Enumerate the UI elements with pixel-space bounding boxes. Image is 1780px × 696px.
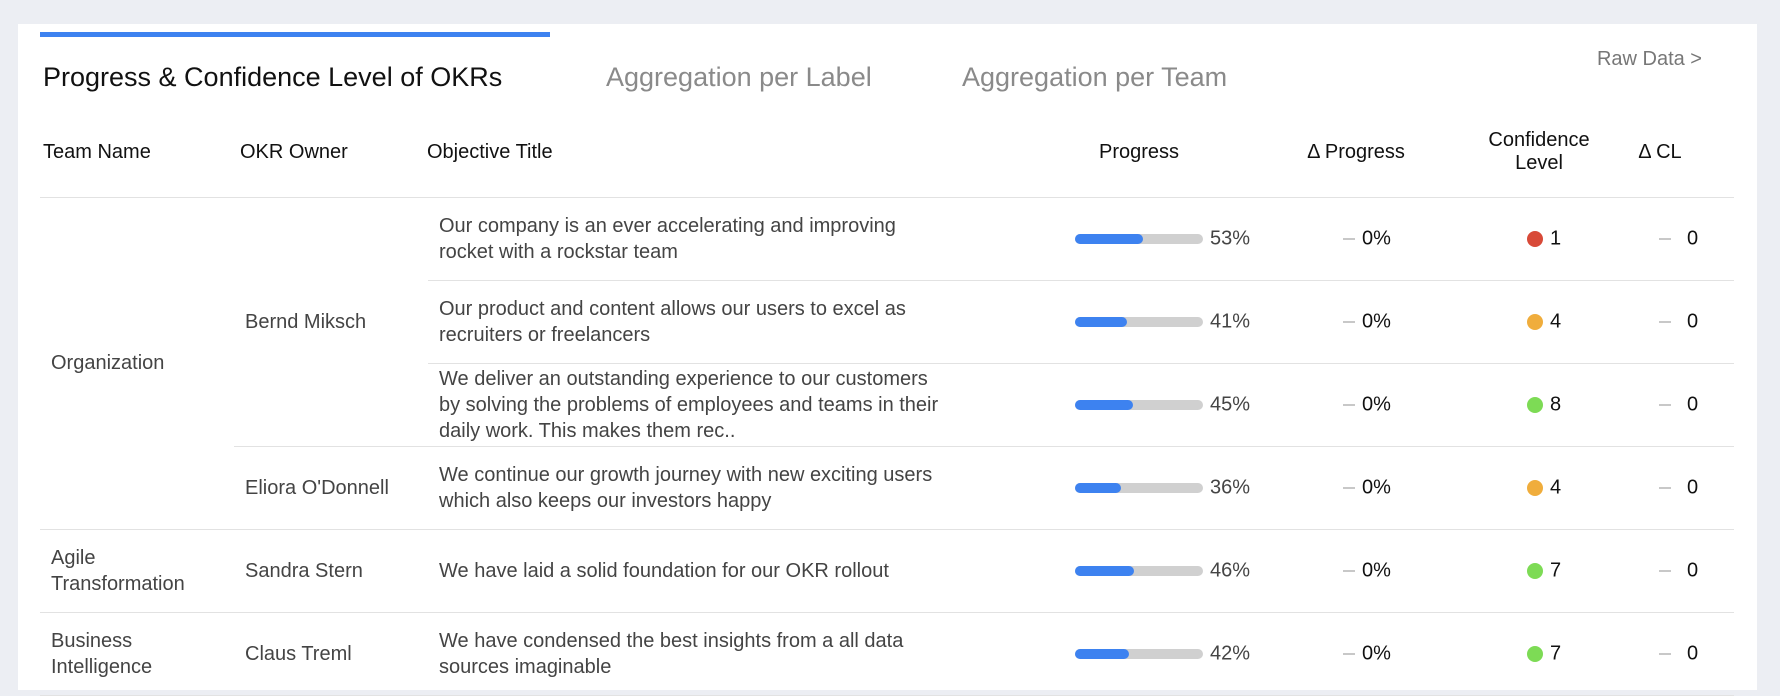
delta-cl: 0 xyxy=(1687,476,1699,498)
objective-title: We have laid a solid foundation for our … xyxy=(439,559,889,582)
card: Raw Data > Progress & Confidence Level o… xyxy=(18,24,1757,696)
progress-track xyxy=(1075,399,1203,410)
dash-icon xyxy=(1659,652,1671,655)
progress-fill xyxy=(1075,316,1128,327)
confidence-dot xyxy=(1527,313,1543,330)
confidence-dot xyxy=(1527,645,1543,662)
progress-label: 53% xyxy=(1210,227,1251,249)
column-header: Δ CL xyxy=(1638,141,1682,163)
tab[interactable]: Progress & Confidence Level of OKRs xyxy=(43,62,503,92)
progress-track xyxy=(1075,316,1203,327)
delta-cl: 0 xyxy=(1687,642,1699,664)
objective-title: Our product and content allows our users… xyxy=(439,297,906,346)
okr-owner: Eliora O'Donnell xyxy=(245,476,389,499)
delta-cl: 0 xyxy=(1687,559,1699,581)
team-name: Organization xyxy=(51,352,165,374)
dash-icon xyxy=(1659,403,1671,406)
row-divider xyxy=(428,363,1734,364)
progress-fill xyxy=(1075,482,1122,493)
tab[interactable]: Aggregation per Label xyxy=(606,62,872,92)
delta-cl: 0 xyxy=(1687,393,1699,415)
column-header: OKR Owner xyxy=(240,141,348,163)
objective-title: Our company is an ever accelerating and … xyxy=(439,214,896,263)
column-header: Δ Progress xyxy=(1307,141,1405,163)
delta-cl: 0 xyxy=(1687,227,1699,249)
confidence-level: 4 xyxy=(1550,476,1562,498)
confidence-level: 4 xyxy=(1550,310,1562,332)
objective-title: We continue our growth journey with new … xyxy=(439,463,933,512)
column-header: Objective Title xyxy=(427,141,553,163)
confidence-dot xyxy=(1527,396,1543,413)
delta-progress: 0% xyxy=(1362,393,1391,415)
row-divider xyxy=(40,529,1734,530)
delta-progress: 0% xyxy=(1362,559,1391,581)
dash-icon xyxy=(1343,237,1355,240)
progress-fill xyxy=(1075,565,1134,576)
dash-icon xyxy=(1343,569,1355,572)
confidence-dot xyxy=(1527,562,1543,579)
progress-label: 42% xyxy=(1210,642,1251,664)
progress-track xyxy=(1075,482,1203,493)
progress-label: 41% xyxy=(1210,310,1251,332)
row-divider xyxy=(40,612,1734,613)
team-name: Business Intelligence xyxy=(51,629,153,678)
dash-icon xyxy=(1659,320,1671,323)
okr-owner: Claus Treml xyxy=(245,642,352,665)
dash-icon xyxy=(1659,237,1671,240)
objective-title: We have condensed the best insights from… xyxy=(439,629,904,678)
progress-fill xyxy=(1075,233,1143,244)
column-header: Confidence Level xyxy=(1488,129,1590,174)
okr-owner: Bernd Miksch xyxy=(245,310,367,333)
raw-data-link[interactable]: Raw Data > xyxy=(1596,48,1702,70)
dash-icon xyxy=(1343,652,1355,655)
confidence-level: 1 xyxy=(1550,227,1562,249)
team-name: Agile Transformation xyxy=(51,546,185,595)
column-header: Progress xyxy=(1098,141,1180,163)
progress-track xyxy=(1075,648,1203,659)
progress-label: 45% xyxy=(1210,393,1251,415)
delta-progress: 0% xyxy=(1362,310,1391,332)
row-divider xyxy=(40,197,1734,198)
dash-icon xyxy=(1343,403,1355,406)
progress-fill xyxy=(1075,648,1129,659)
confidence-level: 7 xyxy=(1550,559,1562,581)
okr-owner: Sandra Stern xyxy=(245,559,363,582)
confidence-level: 8 xyxy=(1550,393,1562,415)
row-divider xyxy=(234,446,1734,447)
active-tab-indicator xyxy=(40,32,550,37)
dash-icon xyxy=(1659,569,1671,572)
confidence-dot xyxy=(1527,230,1543,247)
tab[interactable]: Aggregation per Team xyxy=(962,62,1228,92)
progress-track xyxy=(1075,565,1203,576)
dash-icon xyxy=(1659,486,1671,489)
dash-icon xyxy=(1343,486,1355,489)
delta-progress: 0% xyxy=(1362,476,1391,498)
progress-fill xyxy=(1075,399,1133,410)
confidence-level: 7 xyxy=(1550,642,1562,664)
column-header: Team Name xyxy=(43,141,151,163)
delta-progress: 0% xyxy=(1362,642,1391,664)
progress-label: 46% xyxy=(1210,559,1251,581)
delta-progress: 0% xyxy=(1362,227,1391,249)
dash-icon xyxy=(1343,320,1355,323)
row-divider xyxy=(428,280,1734,281)
delta-cl: 0 xyxy=(1687,310,1699,332)
objective-title: We deliver an outstanding experience to … xyxy=(439,367,939,442)
confidence-dot xyxy=(1527,479,1543,496)
progress-label: 36% xyxy=(1210,476,1251,498)
